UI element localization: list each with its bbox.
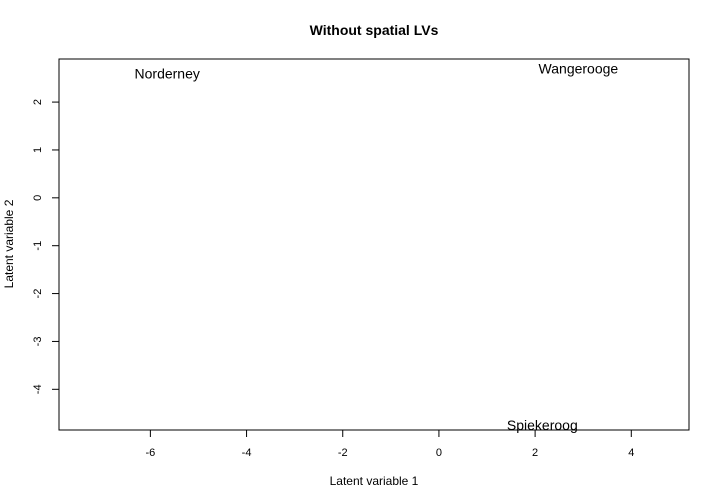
x-axis: -6 -4 -2 0 2 4 [145,429,634,459]
point-label-norderney: Norderney [135,65,200,81]
y-tick-label: -4 [32,384,44,394]
y-axis-label: Latent variable 2 [2,199,16,288]
y-tick-label: 0 [32,195,44,201]
y-tick-label: 1 [32,147,44,153]
chart-title: Without spatial LVs [310,22,439,38]
x-tick-label: 4 [628,447,634,459]
data-labels: Norderney Wangerooge Spiekeroog [135,61,619,434]
x-tick-label: -6 [145,447,155,459]
x-axis-label: Latent variable 1 [330,474,419,488]
x-tick-label: 2 [532,447,538,459]
x-tick-label: 0 [436,447,442,459]
point-label-spiekeroog: Spiekeroog [507,417,578,433]
y-tick-label: 2 [32,99,44,105]
point-label-wangerooge: Wangerooge [539,61,619,77]
x-tick-label: -2 [338,447,348,459]
y-tick-label: -3 [32,337,44,347]
y-tick-label: -2 [32,289,44,299]
y-axis: -4 -3 -2 -1 0 1 2 [32,99,60,394]
x-tick-label: -4 [242,447,252,459]
plot-frame [58,58,690,431]
y-tick-label: -1 [32,241,44,251]
